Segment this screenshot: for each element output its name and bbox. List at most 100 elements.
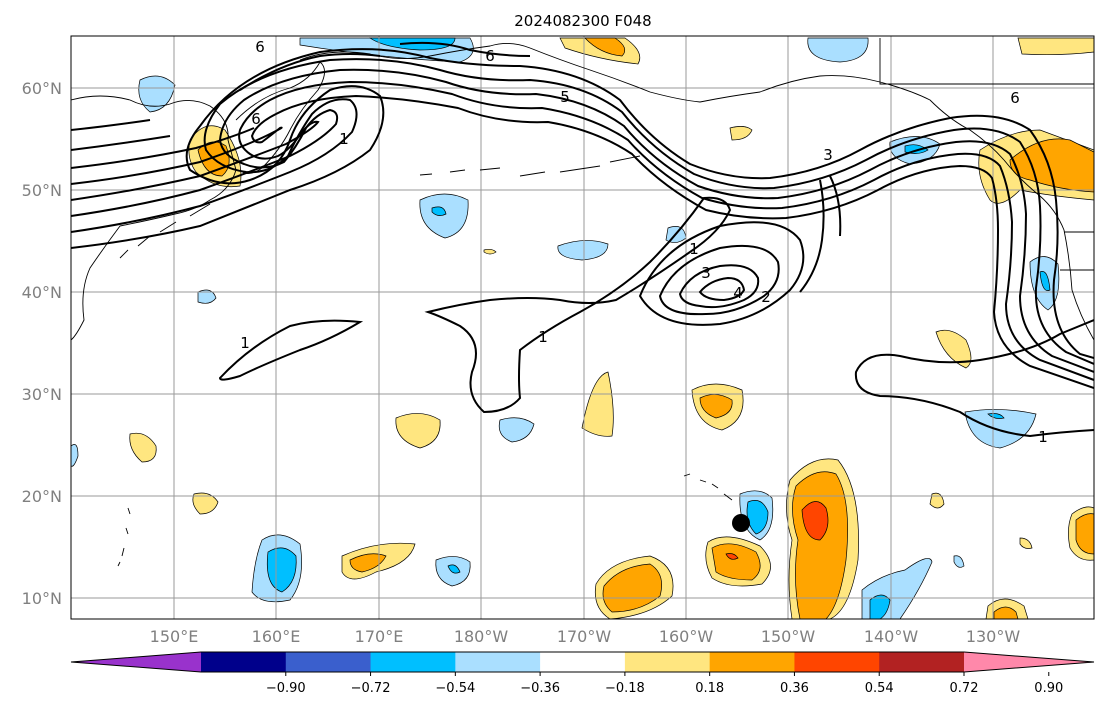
orange-patch (1075, 513, 1094, 555)
colorbar-segment (285, 652, 372, 672)
blue-patch (431, 206, 447, 216)
colorbar-segment (370, 652, 456, 672)
yellow-patch (1017, 37, 1094, 56)
red-orange-patch (801, 501, 829, 541)
lon-label: 170°W (557, 627, 612, 646)
colorbar-tick-label: −0.72 (351, 681, 391, 696)
contour-label: 1 (240, 334, 250, 352)
orange-patch (349, 553, 387, 573)
kuril-islands (119, 203, 211, 259)
map-gridlines (71, 36, 1094, 619)
mariana-islands (117, 507, 131, 567)
map-title: 2024082300 F048 (514, 12, 651, 30)
contour-line-2-west (71, 58, 1094, 365)
contour-label: 4 (733, 284, 743, 302)
canada-border (879, 38, 1094, 85)
lon-label: 160°W (659, 627, 714, 646)
siberia-coastline (299, 43, 531, 61)
light-blue-patch (953, 555, 965, 568)
latitude-labels: 60°N 50°N 40°N 30°N 20°N 10°N (22, 79, 62, 608)
contour-label: 6 (251, 110, 261, 128)
colorbar-tick-label: 0.36 (780, 681, 809, 696)
lon-label: 150°E (150, 627, 199, 646)
contour-line-east-loop (799, 175, 842, 293)
light-blue-patch (197, 289, 217, 304)
contour-line-5-west (71, 94, 1094, 389)
colorbar-extend-high (964, 652, 1094, 672)
location-marker (732, 514, 750, 532)
yellow-patch (395, 413, 441, 449)
colorbar: −0.90 −0.72 −0.54 −0.36 −0.18 0.18 0.36 0.54 0.7… (70, 651, 1095, 696)
shaded-field (71, 37, 1094, 619)
colorbar-segment (624, 652, 711, 672)
north-america-west-coastline (1003, 159, 1094, 341)
yellow-patch (581, 371, 614, 437)
asia-coastline (71, 95, 237, 341)
contour-line-3-low (678, 264, 760, 309)
contour-label: 1 (689, 240, 699, 258)
yellow-patch (1019, 537, 1033, 549)
blue-patch (1039, 271, 1051, 291)
lon-label: 130°W (966, 627, 1021, 646)
lat-label: 20°N (22, 487, 62, 506)
colorbar-tick-label: −0.18 (605, 681, 645, 696)
contour-label: 1 (339, 130, 349, 148)
contour-line-1-central (424, 196, 732, 414)
blue-patch (447, 564, 461, 574)
contour-label: 6 (1010, 89, 1020, 107)
red-orange-patch (725, 553, 739, 560)
contour-label: 2 (761, 288, 771, 306)
orange-patch (993, 606, 1019, 619)
contour-line-4-west (71, 80, 1094, 381)
contour-label: 1 (538, 328, 548, 346)
blue-patch (987, 413, 1005, 419)
us-canada-border (1060, 231, 1094, 271)
lat-label: 30°N (22, 385, 62, 404)
colorbar-extend-low (71, 652, 201, 672)
contour-line-6-west (71, 119, 255, 169)
light-blue-patch (964, 409, 1037, 449)
colorbar-outline (70, 651, 1095, 673)
colorbar-tick-label: 0.72 (950, 681, 979, 696)
aleutian-islands (419, 155, 641, 177)
orange-patch (602, 563, 662, 613)
colorbar-segment (794, 652, 880, 672)
contour-label: 5 (560, 88, 570, 106)
light-blue-patch (807, 37, 869, 63)
lon-label: 150°W (761, 627, 816, 646)
contour-label: 6 (485, 47, 495, 65)
colorbar-segment (540, 652, 626, 672)
contour-label: 3 (823, 146, 833, 164)
yellow-patch (935, 329, 972, 369)
colorbar-tick-label: 0.18 (695, 681, 724, 696)
map-frame (70, 35, 1095, 620)
contour-line-1-east (854, 319, 1094, 438)
lon-label: 140°W (864, 627, 919, 646)
lon-label: 160°E (252, 627, 301, 646)
contour-line-2-low (658, 244, 780, 316)
contour-line-4-low (698, 276, 746, 302)
contour-label: 1 (1038, 428, 1048, 446)
colorbar-tick-label: 0.90 (1034, 681, 1063, 696)
lat-label: 50°N (22, 181, 62, 200)
yellow-patch (929, 492, 945, 509)
lon-label: 170°E (355, 627, 404, 646)
light-blue-patch (419, 193, 469, 239)
colorbar-segment (201, 652, 287, 672)
contour-label: 3 (701, 264, 711, 282)
yellow-patch (729, 126, 753, 141)
colorbar-tick-label: −0.54 (435, 681, 475, 696)
colorbar-tick-label: 0.54 (865, 681, 894, 696)
colorbar-tick-label: −0.90 (266, 681, 306, 696)
light-blue-patch (71, 444, 79, 467)
contour-labels: 6 6 6 6 1 5 3 1 3 4 2 1 1 1 (240, 38, 1048, 446)
blue-patch (869, 594, 891, 619)
yellow-patch (129, 432, 157, 463)
contour-line-1-low (638, 221, 805, 326)
orange-patch (711, 543, 761, 581)
blue-patch (266, 547, 297, 593)
colorbar-segment (879, 652, 965, 672)
map-panel: 6 6 6 6 1 5 3 1 3 4 2 1 1 1 (71, 36, 1094, 619)
orange-patch (584, 37, 626, 57)
